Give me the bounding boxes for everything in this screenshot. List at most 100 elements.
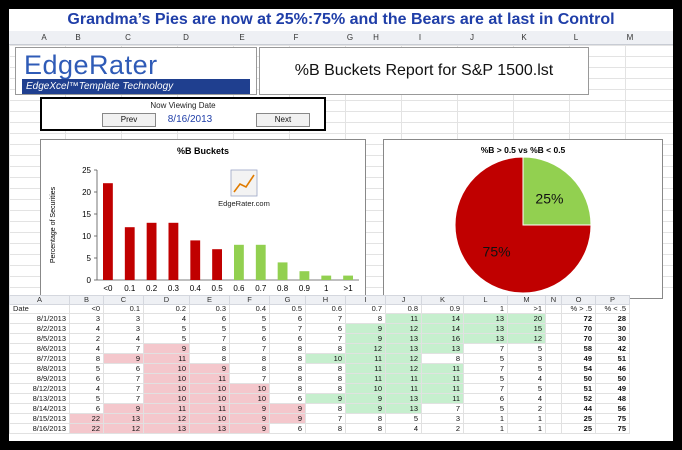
table-cell[interactable]: 1 — [507, 413, 546, 424]
date-cell[interactable]: 8/15/2013 — [9, 413, 70, 424]
table-cell[interactable]: 11 — [345, 373, 386, 384]
table-cell[interactable] — [545, 393, 562, 404]
table-cell[interactable]: 30 — [595, 333, 630, 344]
table-cell[interactable]: 4 — [385, 423, 422, 434]
table-cell[interactable]: 9 — [103, 353, 144, 364]
table-cell[interactable]: 8 — [305, 363, 346, 374]
table-cell[interactable]: 8 — [269, 353, 306, 364]
table-cell[interactable]: 9 — [269, 413, 306, 424]
table-cell[interactable]: 10 — [143, 383, 190, 394]
table-cell[interactable]: 9 — [269, 403, 306, 414]
table-cell[interactable]: 10 — [189, 383, 230, 394]
table-cell[interactable]: 44 — [561, 403, 596, 414]
table-cell[interactable]: 11 — [189, 403, 230, 414]
table-cell[interactable]: 4 — [69, 383, 104, 394]
table-cell[interactable]: 9 — [345, 333, 386, 344]
column-letter[interactable]: K — [521, 33, 527, 42]
date-cell[interactable]: 8/14/2013 — [9, 403, 70, 414]
column-letter[interactable]: H — [373, 33, 379, 42]
table-cell[interactable]: 10 — [143, 373, 190, 384]
table-cell[interactable]: 6 — [69, 373, 104, 384]
table-cell[interactable]: 56 — [595, 403, 630, 414]
table-cell[interactable]: 6 — [229, 333, 270, 344]
table-cell[interactable]: 10 — [189, 393, 230, 404]
column-letter[interactable]: I — [418, 33, 422, 42]
table-cell[interactable]: 10 — [143, 393, 190, 404]
table-cell[interactable]: 12 — [507, 333, 546, 344]
buckets-bar-chart[interactable]: %B Buckets Percentage of Securities 0 5 10 15… — [40, 139, 366, 299]
table-cell[interactable]: 7 — [103, 383, 144, 394]
column-letter[interactable]: E — [239, 33, 245, 42]
table-cell[interactable]: 1 — [463, 413, 508, 424]
table-cell[interactable]: 2 — [421, 423, 464, 434]
table-cell[interactable]: 70 — [561, 323, 596, 334]
table-cell[interactable]: 51 — [595, 353, 630, 364]
table-cell[interactable]: 6 — [103, 363, 144, 374]
date-cell[interactable]: 8/6/2013 — [9, 343, 70, 354]
table-cell[interactable]: 6 — [305, 323, 346, 334]
table-cell[interactable]: 11 — [421, 363, 464, 374]
date-cell[interactable]: 8/9/2013 — [9, 373, 70, 384]
table-cell[interactable]: 14 — [421, 323, 464, 334]
table-cell[interactable]: 14 — [421, 313, 464, 324]
table-cell[interactable]: 6 — [269, 393, 306, 404]
table-cell[interactable]: 5 — [143, 333, 190, 344]
table-cell[interactable]: 12 — [385, 353, 422, 364]
table-cell[interactable]: 4 — [69, 343, 104, 354]
table-cell[interactable]: 8 — [269, 383, 306, 394]
table-cell[interactable]: 5 — [463, 403, 508, 414]
table-cell[interactable]: 25 — [561, 413, 596, 424]
table-cell[interactable]: 8 — [305, 373, 346, 384]
table-cell[interactable]: 7 — [229, 343, 270, 354]
table-cell[interactable]: 25 — [561, 423, 596, 434]
table-cell[interactable]: 50 — [561, 373, 596, 384]
table-cell[interactable] — [545, 373, 562, 384]
table-cell[interactable] — [545, 413, 562, 424]
table-cell[interactable]: 7 — [305, 313, 346, 324]
date-cell[interactable]: 8/7/2013 — [9, 353, 70, 364]
table-cell[interactable]: 9 — [229, 413, 270, 424]
table-cell[interactable]: 12 — [385, 323, 422, 334]
date-cell[interactable]: 8/12/2013 — [9, 383, 70, 394]
table-cell[interactable] — [545, 423, 562, 434]
table-cell[interactable]: 9 — [305, 393, 346, 404]
table-cell[interactable]: 12 — [385, 363, 422, 374]
column-letter[interactable]: D — [183, 33, 189, 42]
table-cell[interactable]: 6 — [269, 423, 306, 434]
table-cell[interactable]: 49 — [561, 353, 596, 364]
column-letter[interactable]: J — [470, 33, 474, 42]
table-cell[interactable]: 5 — [463, 373, 508, 384]
table-cell[interactable] — [545, 313, 562, 324]
table-cell[interactable]: 9 — [229, 403, 270, 414]
table-cell[interactable]: 16 — [421, 333, 464, 344]
table-cell[interactable]: 75 — [595, 423, 630, 434]
table-cell[interactable]: 3 — [421, 413, 464, 424]
table-cell[interactable]: 5 — [507, 363, 546, 374]
table-cell[interactable]: 10 — [229, 393, 270, 404]
table-cell[interactable]: 3 — [103, 323, 144, 334]
table-cell[interactable]: 8 — [305, 383, 346, 394]
table-cell[interactable]: 11 — [345, 353, 386, 364]
table-cell[interactable]: 7 — [421, 403, 464, 414]
table-cell[interactable]: 11 — [143, 403, 190, 414]
table-cell[interactable]: 46 — [595, 363, 630, 374]
table-cell[interactable]: 72 — [561, 313, 596, 324]
table-cell[interactable]: 5 — [229, 313, 270, 324]
table-cell[interactable]: 3 — [507, 353, 546, 364]
table-cell[interactable]: 42 — [595, 343, 630, 354]
table-cell[interactable]: 11 — [189, 373, 230, 384]
table-cell[interactable]: 9 — [103, 403, 144, 414]
table-cell[interactable]: 10 — [305, 353, 346, 364]
table-cell[interactable]: 13 — [421, 343, 464, 354]
table-cell[interactable]: 10 — [345, 383, 386, 394]
table-cell[interactable]: 13 — [385, 333, 422, 344]
table-cell[interactable]: 7 — [305, 413, 346, 424]
table-cell[interactable]: 1 — [507, 423, 546, 434]
table-cell[interactable]: 11 — [421, 373, 464, 384]
table-cell[interactable]: 7 — [103, 373, 144, 384]
table-cell[interactable]: 13 — [385, 393, 422, 404]
table-cell[interactable]: 2 — [507, 403, 546, 414]
table-cell[interactable]: 5 — [69, 363, 104, 374]
table-cell[interactable]: 5 — [507, 343, 546, 354]
table-cell[interactable]: 12 — [103, 423, 144, 434]
